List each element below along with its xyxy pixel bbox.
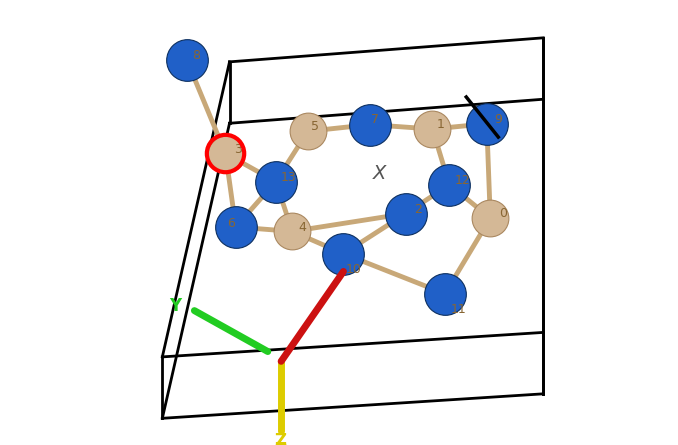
Point [439,290,450,297]
Text: 2: 2 [414,203,422,216]
Text: 8: 8 [192,49,200,62]
Text: X: X [372,164,386,183]
Point [302,128,313,135]
Text: 3: 3 [235,143,242,156]
Text: 10: 10 [346,263,361,276]
Text: 11: 11 [450,303,466,316]
Text: 7: 7 [372,113,380,126]
Text: Z: Z [274,432,286,445]
Point [220,150,231,157]
Point [287,228,298,235]
Text: 13: 13 [280,171,296,184]
Text: Y: Y [170,297,182,315]
Point [485,214,496,222]
Point [231,223,241,231]
Point [444,181,455,188]
Point [338,250,349,257]
Point [427,125,438,133]
Point [481,120,492,127]
Text: 6: 6 [227,217,235,230]
Text: Z: Z [274,441,286,445]
Point [182,57,193,64]
Text: 0: 0 [499,207,507,220]
Text: 9: 9 [494,113,502,126]
Text: 4: 4 [298,221,306,234]
Point [400,210,411,217]
Point [271,178,281,185]
Text: 1: 1 [437,118,445,131]
Point [365,121,376,128]
Text: 5: 5 [311,120,319,133]
Text: 12: 12 [455,174,471,187]
